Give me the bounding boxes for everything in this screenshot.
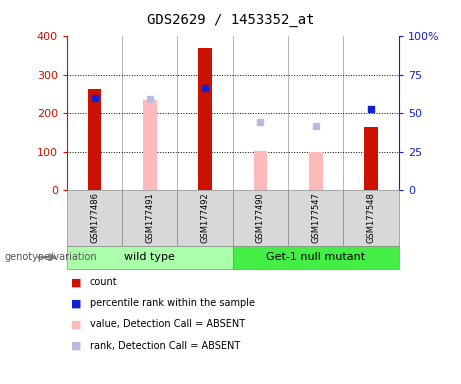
- Text: GSM177548: GSM177548: [366, 192, 376, 243]
- Text: GSM177547: GSM177547: [311, 192, 320, 243]
- Text: ■: ■: [71, 319, 82, 329]
- Bar: [198, 48, 212, 190]
- Bar: [309, 152, 323, 190]
- Text: GSM177490: GSM177490: [256, 192, 265, 243]
- Text: genotype/variation: genotype/variation: [5, 252, 97, 262]
- Bar: [88, 89, 101, 190]
- Text: value, Detection Call = ABSENT: value, Detection Call = ABSENT: [90, 319, 245, 329]
- Text: GSM177491: GSM177491: [145, 192, 154, 243]
- Text: GDS2629 / 1453352_at: GDS2629 / 1453352_at: [147, 13, 314, 27]
- Text: Get-1 null mutant: Get-1 null mutant: [266, 252, 366, 262]
- Text: wild type: wild type: [124, 252, 175, 262]
- Bar: [254, 151, 267, 190]
- Text: ■: ■: [71, 341, 82, 351]
- Text: count: count: [90, 277, 118, 287]
- Bar: [364, 127, 378, 190]
- Text: GSM177492: GSM177492: [201, 192, 210, 243]
- Text: ■: ■: [71, 277, 82, 287]
- Text: GSM177486: GSM177486: [90, 192, 99, 243]
- Text: ■: ■: [71, 298, 82, 308]
- Bar: [143, 100, 157, 190]
- Text: rank, Detection Call = ABSENT: rank, Detection Call = ABSENT: [90, 341, 240, 351]
- Text: percentile rank within the sample: percentile rank within the sample: [90, 298, 255, 308]
